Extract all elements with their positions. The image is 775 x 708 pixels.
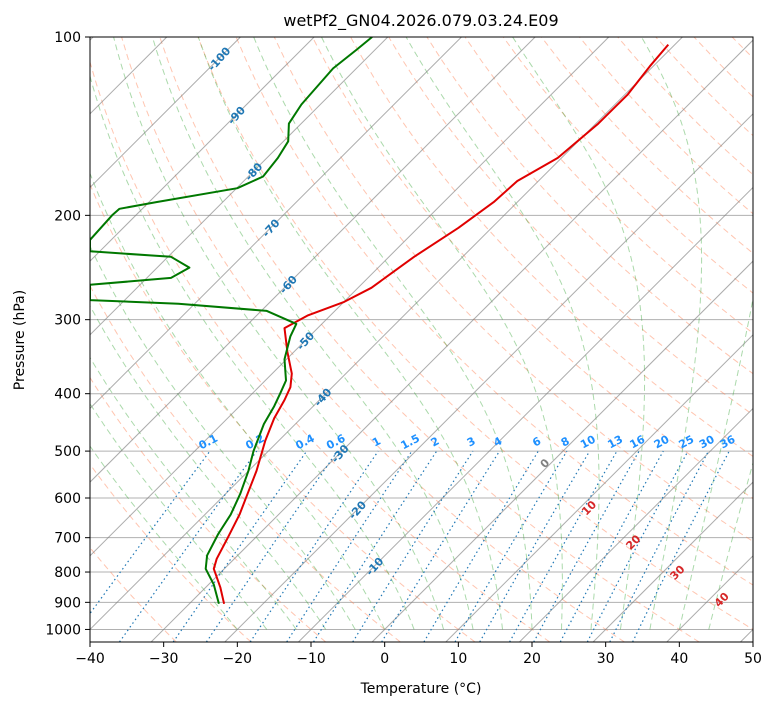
- x-tick-label: 50: [744, 651, 762, 667]
- x-tick-label: −10: [296, 651, 326, 667]
- x-tick-label: −30: [149, 651, 179, 667]
- y-tick-label: 800: [54, 565, 81, 581]
- x-tick-label: 30: [597, 651, 615, 667]
- moist-adiabat: [90, 172, 386, 630]
- moist-adiabat: [253, 37, 533, 630]
- plot-frame: [89, 36, 754, 643]
- x-tick-label: 10: [449, 651, 467, 667]
- dry-adiabat: [159, 37, 700, 642]
- isotherm-line: [592, 481, 753, 642]
- moist-adiabat: [641, 37, 703, 630]
- y-axis-title: Pressure (hPa): [12, 290, 28, 390]
- x-tick-label: 20: [523, 651, 541, 667]
- isotherm-line: [90, 37, 610, 557]
- isotherm-line: [90, 37, 462, 410]
- dry-adiabat: [311, 37, 753, 500]
- y-tick-label: 100: [54, 30, 81, 46]
- y-axis: 100 200 300 400 500 600 700 800 900 1000: [45, 30, 90, 638]
- moist-adiabat: [197, 37, 503, 630]
- x-axis: −40 −30 −20 −10 0 10 20 30 40 50: [75, 642, 762, 667]
- mixing-ratio-line: [312, 450, 438, 642]
- mixing-ratio-line: [119, 450, 258, 642]
- isotherm-line: [90, 37, 536, 483]
- x-axis-title: Temperature (°C): [360, 681, 482, 697]
- mixing-ratio-label: 20: [652, 433, 672, 452]
- x-tick-label: 0: [380, 651, 389, 667]
- mixing-ratio-label: 36: [718, 433, 738, 452]
- background-lines: [90, 37, 775, 642]
- dry-adiabat: [90, 60, 551, 642]
- mixing-ratio-line: [423, 450, 539, 642]
- mixing-ratio-label: 13: [605, 433, 625, 452]
- dry-adiabat: [235, 37, 753, 586]
- moist-adiabat: [512, 37, 646, 630]
- mixing-ratio-line: [352, 450, 474, 642]
- dry-adiabat: [770, 37, 775, 642]
- chart-title: wetPf2_GN04.2026.079.03.24.E09: [283, 11, 558, 31]
- moist-adiabat: [405, 37, 600, 630]
- moist-adiabat: [90, 402, 268, 630]
- moist-adiabat: [708, 461, 753, 630]
- moist-adiabat: [678, 296, 753, 630]
- isotherm-line: [224, 113, 753, 642]
- y-tick-label: 700: [54, 531, 81, 547]
- moist-adiabat: [151, 37, 474, 630]
- moist-adiabat: [113, 37, 445, 630]
- moist-adiabat: [90, 244, 356, 630]
- isotherm-line: [90, 37, 315, 262]
- isotherm-line: [445, 334, 753, 642]
- temperature-profile: [212, 43, 670, 605]
- dry-adiabat: [273, 37, 753, 543]
- dry-adiabat: [197, 37, 753, 630]
- isotherm-line: [90, 37, 389, 336]
- mixing-ratio-label: 10: [578, 433, 598, 452]
- x-tick-label: −40: [75, 651, 105, 667]
- dry-adiabat: [121, 37, 625, 642]
- mixing-ratio-line: [205, 450, 338, 642]
- dewpoint-profile: [90, 37, 373, 605]
- dry-adiabat: [502, 37, 753, 294]
- mixing-ratio-line: [454, 450, 568, 642]
- mixing-ratio-line: [172, 450, 308, 642]
- plot-background: [90, 37, 753, 642]
- isotherm-line: [298, 186, 753, 642]
- dry-adiabat: [90, 463, 252, 642]
- mixing-ratio-label: 16: [628, 433, 648, 452]
- y-tick-label: 1000: [45, 622, 81, 638]
- y-tick-label: 400: [54, 387, 81, 403]
- mixing-ratio-line: [249, 450, 379, 642]
- moist-adiabat: [90, 356, 297, 630]
- mixing-ratio-line: [381, 450, 501, 642]
- moist-adiabat: [321, 37, 563, 630]
- y-tick-label: 900: [54, 595, 81, 611]
- mixing-ratio-line: [586, 450, 689, 642]
- x-tick-label: −20: [223, 651, 253, 667]
- isotherm-line: [519, 407, 753, 642]
- isotherm-line: [90, 37, 241, 189]
- y-tick-label: 600: [54, 491, 81, 507]
- y-tick-label: 500: [54, 444, 81, 460]
- x-tick-label: 40: [670, 651, 688, 667]
- moist-adiabat: [90, 445, 238, 630]
- y-tick-label: 300: [54, 313, 81, 329]
- moist-adiabat: [90, 74, 415, 630]
- mixing-ratio-line: [286, 450, 413, 642]
- isotherm-line: [371, 260, 753, 642]
- isotherm-line: [150, 39, 753, 642]
- mixing-ratio-label: 25: [677, 433, 697, 452]
- sounding-profiles: [90, 37, 670, 605]
- y-tick-label: 200: [54, 208, 81, 224]
- moist-adiabat: [90, 304, 327, 630]
- mixing-ratio-line: [559, 450, 664, 642]
- mixing-ratio-label: 30: [697, 433, 717, 452]
